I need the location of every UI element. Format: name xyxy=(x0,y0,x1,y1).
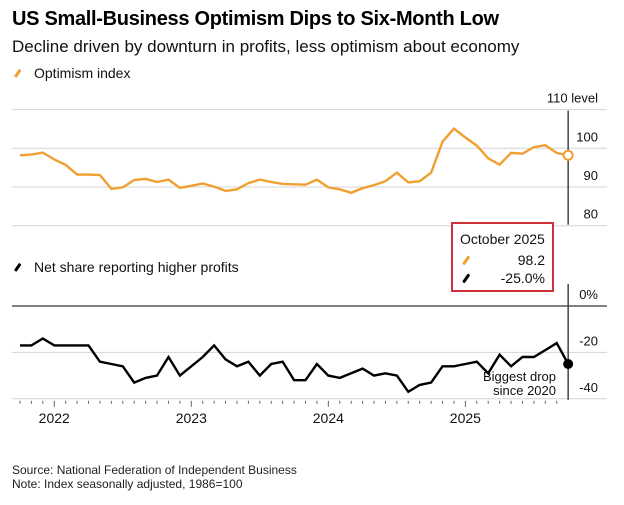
x-axis: 2022 2023 2024 2025 xyxy=(19,400,558,426)
legend-profits: Net share reporting higher profits xyxy=(12,259,239,275)
x-tick-label: 2024 xyxy=(313,410,344,426)
callout-optimism-swatch-icon xyxy=(462,255,470,265)
profits-latest-marker xyxy=(563,359,574,369)
optimism-y-tick-label: 90 xyxy=(584,168,598,183)
chart-title: US Small-Business Optimism Dips to Six-M… xyxy=(12,8,499,30)
optimism-y-tick-label: 80 xyxy=(584,207,598,222)
x-tick-label: 2022 xyxy=(39,410,70,426)
profits-line xyxy=(20,337,570,394)
callout-optimism-row: 98.2 xyxy=(461,252,545,268)
callout-optimism-value: 98.2 xyxy=(517,252,545,268)
legend-optimism-label: Optimism index xyxy=(34,65,131,81)
callout-profits-row: -25.0% xyxy=(461,270,545,286)
x-tick-label: 2023 xyxy=(176,410,207,426)
profits-gridlines: 0% -20 -40 xyxy=(12,287,607,400)
optimism-y-tick-label: 100 xyxy=(576,129,598,144)
profits-y-tick-label: -40 xyxy=(579,380,598,395)
annotation-line-2: since 2020 xyxy=(493,383,556,398)
callout-profits-value: -25.0% xyxy=(500,270,545,286)
optimism-line xyxy=(19,126,569,195)
x-tick-label: 2025 xyxy=(450,410,481,426)
callout-profits-swatch-icon xyxy=(462,273,470,283)
profits-y-tick-label: 0% xyxy=(579,287,598,302)
optimism-gridlines: 110 level 100 90 80 xyxy=(12,91,607,227)
legend-profits-label: Net share reporting higher profits xyxy=(34,259,239,275)
annotation-line-1: Biggest drop xyxy=(483,369,556,384)
source-note: Source: National Federation of Independe… xyxy=(12,463,297,477)
footer: Source: National Federation of Independe… xyxy=(12,463,297,491)
profits-series xyxy=(19,337,574,394)
value-callout: October 2025 98.2 -25.0% xyxy=(451,222,554,292)
legend-optimism: Optimism index xyxy=(12,65,130,81)
chart-subtitle: Decline driven by downturn in profits, l… xyxy=(12,37,520,56)
callout-period: October 2025 xyxy=(460,231,545,247)
optimism-series xyxy=(19,126,574,195)
optimism-y-tick-label: 110 level xyxy=(547,91,598,106)
index-note: Note: Index seasonally adjusted, 1986=10… xyxy=(12,477,243,491)
profits-y-tick-label: -20 xyxy=(579,333,598,348)
optimism-latest-marker xyxy=(562,149,574,161)
